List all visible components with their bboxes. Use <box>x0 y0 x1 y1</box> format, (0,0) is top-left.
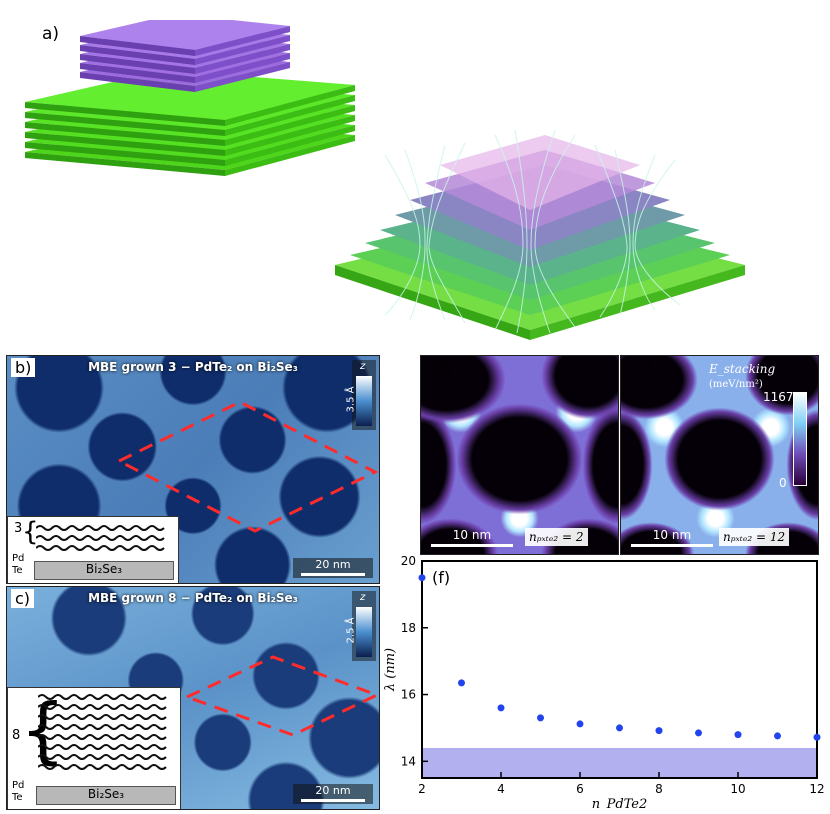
x-tick-label: 12 <box>809 782 824 796</box>
green-layers <box>25 70 355 176</box>
n-label-d: nₚₓₜₑ₂ = 2 <box>525 528 588 546</box>
scalebar-c-text: 20 nm <box>315 784 351 797</box>
inset-c-pd: Pd <box>12 780 25 791</box>
data-point <box>537 714 544 722</box>
colorbar-c-value: 2.5 Å <box>345 617 357 644</box>
panel-e-label: (e) <box>629 358 652 377</box>
y-tick-label: 14 <box>401 754 416 768</box>
inset-b-n: 3 <box>14 521 23 536</box>
scalebar-c: 20 nm <box>293 784 373 804</box>
x-tick-label: 2 <box>418 782 426 796</box>
inset-b: 3 { Pd Te Bi₂Se₃ <box>7 516 179 583</box>
scalebar-b-line <box>301 573 365 576</box>
plot-frame <box>421 560 818 779</box>
panel-c-title: MBE grown 8 − PdTe₂ on Bi₂Se₃ <box>88 591 298 605</box>
colorbar-c-var: z <box>360 592 366 603</box>
panel-f-label: (f) <box>432 568 450 587</box>
lambda-vs-n-chart: 2 4 6 8 10 12 14 16 18 20 (f) n_PdTe2 λ (nm) <box>383 554 825 810</box>
scalebar-c-line <box>301 799 365 802</box>
inset-c-te: Te <box>12 792 23 803</box>
scalebar-b: 20 nm <box>293 558 373 578</box>
shaded-band <box>422 747 817 778</box>
data-point <box>655 727 663 735</box>
atom-lattice-c <box>38 694 167 770</box>
y-tick-label: 20 <box>401 554 416 568</box>
panel-c-label: c) <box>11 589 35 608</box>
inset-c-substrate: Bi₂Se₃ <box>36 786 176 805</box>
y-axis-label: λ (nm) <box>383 648 398 692</box>
scalebar-d: 10 nm <box>431 528 513 547</box>
scalebar-e: 10 nm <box>631 528 713 547</box>
x-tick-label: 8 <box>655 782 663 796</box>
y-tick-label: 16 <box>401 688 416 702</box>
data-point <box>458 679 465 687</box>
data-point <box>695 729 702 737</box>
colorbar-e-max: 1167 <box>763 390 794 404</box>
x-tick-label: 4 <box>497 782 505 796</box>
colorbar-c-gradient <box>356 607 372 657</box>
brace-icon: { <box>22 517 39 547</box>
stacking-map-e: (e) E_stacking (meV/nm²) 1167 0 10 nm nₚ… <box>620 355 819 555</box>
colorbar-b-gradient <box>356 376 372 426</box>
data-point <box>418 574 426 582</box>
scalebar-d-line <box>431 544 513 547</box>
colorbar-b-value: 3.5 Å <box>345 386 357 413</box>
inset-c-n: 8 <box>12 728 21 743</box>
pyramid-layers <box>335 135 745 340</box>
colorbar-e-unit: (meV/nm²) <box>709 379 763 390</box>
panel-d-label: (d) <box>429 358 452 377</box>
colorbar-b-var: z <box>360 361 366 372</box>
panel-a-label: a) <box>42 24 60 44</box>
data-point <box>616 724 623 732</box>
y-tick-label: 18 <box>401 621 416 635</box>
colorbar-b: z 3.5 Å <box>345 360 376 430</box>
x-axis-label: n_PdTe2 <box>592 797 648 810</box>
panel-b-label: b) <box>11 358 36 377</box>
panel-b-title: MBE grown 3 − PdTe₂ on Bi₂Se₃ <box>88 360 298 374</box>
stm-image-c: c) MBE grown 8 − PdTe₂ on Bi₂Se₃ z 2.5 Å… <box>6 586 380 810</box>
scalebar-b-text: 20 nm <box>315 558 351 571</box>
stacking-map-d: (d) 10 nm nₚₓₜₑ₂ = 2 <box>420 355 619 555</box>
moire-cell-outline-b <box>115 400 379 533</box>
colorbar-c: z 2.5 Å <box>345 591 376 661</box>
scalebar-e-line <box>631 544 713 547</box>
scalebar-e-text: 10 nm <box>652 528 692 542</box>
inset-c: 8 { Pd Te Bi₂Se₃ <box>7 687 181 809</box>
data-point <box>774 732 781 740</box>
n-label-e: nₚₓₜₑ₂ = 12 <box>719 528 790 546</box>
colorbar-e-title-text: E_stacking <box>709 362 776 376</box>
colorbar-e-min: 0 <box>779 476 787 490</box>
x-tick-label: 10 <box>730 782 745 796</box>
scalebar-d-text: 10 nm <box>452 528 492 542</box>
field-lines <box>384 129 681 334</box>
atom-lattice-b <box>36 525 165 551</box>
inset-b-pd: Pd <box>12 553 25 564</box>
moire-pyramid-illustration <box>335 129 745 340</box>
data-point <box>576 720 584 728</box>
data-point <box>497 704 505 712</box>
data-point <box>813 733 821 741</box>
layered-stack-illustration <box>25 20 355 176</box>
inset-b-te: Te <box>12 565 23 576</box>
colorbar-e-gradient <box>793 392 807 486</box>
colorbar-e-title: E_stacking (meV/nm²) <box>709 362 818 390</box>
x-tick-label: 6 <box>576 782 584 796</box>
stm-image-b: b) MBE grown 3 − PdTe₂ on Bi₂Se₃ z 3.5 Å… <box>6 355 380 584</box>
purple-layers <box>80 20 290 92</box>
data-point <box>734 731 742 739</box>
inset-b-substrate: Bi₂Se₃ <box>34 561 174 580</box>
brace-icon: { <box>20 688 66 772</box>
